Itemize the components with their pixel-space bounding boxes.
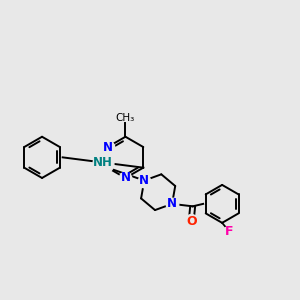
Text: N: N (103, 141, 112, 154)
Text: O: O (186, 214, 196, 228)
Text: N: N (121, 172, 130, 184)
Text: NH: NH (93, 156, 113, 169)
Text: N: N (167, 197, 177, 210)
Text: F: F (225, 225, 234, 238)
Text: CH₃: CH₃ (116, 113, 135, 123)
Text: N: N (139, 174, 149, 187)
